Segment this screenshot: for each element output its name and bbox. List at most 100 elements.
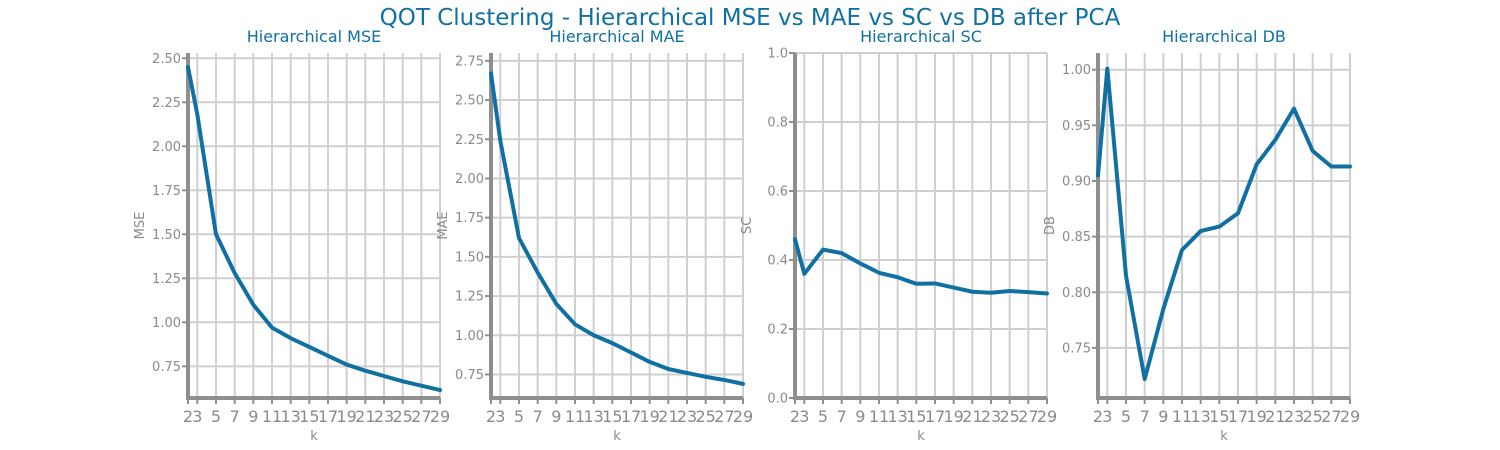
chart-0-y-tick-label-3: 1.50 [152, 228, 181, 243]
chart-0-x-tick-label-13: 27 [411, 407, 431, 426]
chart-1-y-tick-label-5: 2.00 [455, 172, 484, 187]
chart-3-x-tick-label-3: 7 [1140, 407, 1150, 426]
chart-3-series-line [1096, 66, 1352, 382]
chart-2-x-tick-label-12: 25 [999, 407, 1019, 426]
chart-2-x-tick-label-8: 17 [925, 407, 945, 426]
chart-3-x-tick-label-5: 11 [1172, 407, 1192, 426]
chart-1-x-tick-label-12: 25 [695, 407, 715, 426]
chart-0-y-tick-label-6: 2.25 [152, 96, 181, 111]
chart-3-y-label: DB [1043, 216, 1058, 235]
chart-2-x-tick-label-9: 19 [943, 407, 963, 426]
chart-0-x-tick-label-11: 23 [374, 407, 394, 426]
chart-3-x-tick-label-13: 27 [1321, 407, 1341, 426]
chart-3-x-tick-label-6: 13 [1190, 407, 1210, 426]
chart-0-series-line [186, 65, 442, 393]
chart-2-y-label: SC [740, 217, 755, 234]
chart-2-x-label: k [917, 429, 925, 444]
chart-2-x-tick-label-4: 9 [855, 407, 865, 426]
chart-1-x-tick-label-2: 5 [514, 407, 524, 426]
chart-1-title: Hierarchical MAE [549, 27, 684, 46]
chart-2-y-tick-label-4: 0.8 [767, 116, 788, 131]
chart-3-x-tick-label-4: 9 [1158, 407, 1168, 426]
chart-1-x-tick-label-11: 23 [677, 407, 697, 426]
chart-3-y-tick-label-4: 0.95 [1062, 119, 1091, 134]
chart-1-y-tick-label-1: 1.00 [455, 329, 484, 344]
chart-1-series-line [489, 71, 745, 386]
chart-3-x-label: k [1220, 429, 1228, 444]
chart-2-x-tick-label-2: 5 [818, 407, 828, 426]
chart-3-y-tick-label-3: 0.90 [1062, 174, 1091, 189]
chart-1-y-tick-label-8: 2.75 [455, 54, 484, 69]
chart-2-x-tick-label-6: 13 [887, 407, 907, 426]
chart-0-y-tick-label-0: 0.75 [152, 360, 181, 375]
chart-0-y-tick-label-1: 1.00 [152, 316, 181, 331]
chart-1-x-tick-label-3: 7 [533, 407, 543, 426]
chart-1-x-tick-label-5: 11 [565, 407, 585, 426]
figure-title: QOT Clustering - Hierarchical MSE vs MAE… [379, 5, 1121, 31]
chart-0-x-tick-label-10: 21 [355, 407, 375, 426]
chart-3-y-tick-label-2: 0.85 [1062, 230, 1091, 245]
chart-0-x-label: k [310, 429, 318, 444]
chart-2-title: Hierarchical SC [860, 27, 982, 46]
chart-2-x-tick-label-10: 21 [962, 407, 982, 426]
chart-0-x-tick-label-7: 15 [299, 407, 319, 426]
chart-1-x-label: k [613, 429, 621, 444]
chart-3-x-tick-label-12: 25 [1302, 407, 1322, 426]
chart-1-x-tick-label-13: 27 [714, 407, 734, 426]
chart-1-y-tick-label-6: 2.25 [455, 133, 484, 148]
chart-2-x-tick-label-3: 7 [837, 407, 847, 426]
chart-0-y-tick-label-4: 1.75 [152, 184, 181, 199]
chart-1-x-tick-label-9: 19 [639, 407, 659, 426]
chart-2-x-tick-label-1: 3 [799, 407, 809, 426]
chart-2-x-tick-label-5: 11 [869, 407, 889, 426]
chart-0-title: Hierarchical MSE [247, 27, 382, 46]
chart-0-y-tick-label-2: 1.25 [152, 272, 181, 287]
chart-1-y-label: MAE [436, 211, 451, 239]
chart-3-x-tick-label-1: 3 [1102, 407, 1112, 426]
chart-2-x-tick-label-14: 29 [1037, 407, 1057, 426]
chart-3-x-tick-label-0: 2 [1093, 407, 1103, 426]
chart-1-y-tick-label-7: 2.50 [455, 94, 484, 109]
chart-3-x-tick-label-11: 23 [1284, 407, 1304, 426]
chart-3-title: Hierarchical DB [1162, 27, 1286, 46]
chart-0-x-tick-label-14: 29 [430, 407, 450, 426]
chart-1-y-tick-label-4: 1.75 [455, 211, 484, 226]
chart-0-x-tick-label-6: 13 [280, 407, 300, 426]
chart-3-x-tick-label-14: 29 [1340, 407, 1360, 426]
chart-2-y-tick-label-0: 0.0 [767, 392, 788, 407]
chart-2-series-line [793, 237, 1049, 296]
chart-0-x-tick-label-8: 17 [318, 407, 338, 426]
chart-2-x-tick-label-13: 27 [1018, 407, 1038, 426]
chart-0-x-tick-label-12: 25 [392, 407, 412, 426]
chart-2-x-tick-label-0: 2 [790, 407, 800, 426]
chart-1-x-tick-label-4: 9 [551, 407, 561, 426]
chart-3-x-tick-label-2: 5 [1121, 407, 1131, 426]
chart-1-x-tick-label-10: 21 [658, 407, 678, 426]
chart-1-x-tick-label-8: 17 [621, 407, 641, 426]
chart-2-y-tick-label-3: 0.6 [767, 185, 788, 200]
chart-2-y-tick-label-5: 1.0 [767, 47, 788, 62]
chart-0-y-tick-label-7: 2.50 [152, 52, 181, 67]
chart-0-x-tick-label-5: 11 [262, 407, 282, 426]
chart-0-x-tick-label-2: 5 [211, 407, 221, 426]
chart-0-x-tick-label-4: 9 [248, 407, 258, 426]
chart-1-x-tick-label-0: 2 [486, 407, 496, 426]
chart-1-y-tick-label-2: 1.25 [455, 290, 484, 305]
chart-1-x-tick-label-14: 29 [733, 407, 753, 426]
chart-0-x-tick-label-3: 7 [230, 407, 240, 426]
chart-3-x-tick-label-8: 17 [1228, 407, 1248, 426]
chart-3-x-tick-label-10: 21 [1265, 407, 1285, 426]
chart-2-x-tick-label-11: 23 [981, 407, 1001, 426]
chart-0-y-label: MSE [133, 212, 148, 240]
chart-0-x-tick-label-0: 2 [183, 407, 193, 426]
chart-1-y-tick-label-0: 0.75 [455, 368, 484, 383]
chart-2-y-tick-label-1: 0.2 [767, 323, 788, 338]
chart-2-x-tick-label-7: 15 [906, 407, 926, 426]
chart-1-x-tick-label-6: 13 [583, 407, 603, 426]
chart-3-x-tick-label-7: 15 [1209, 407, 1229, 426]
chart-3-y-tick-label-0: 0.75 [1062, 341, 1091, 356]
chart-3-y-tick-label-1: 0.80 [1062, 286, 1091, 301]
chart-1-x-tick-label-1: 3 [495, 407, 505, 426]
chart-1-x-tick-label-7: 15 [602, 407, 622, 426]
